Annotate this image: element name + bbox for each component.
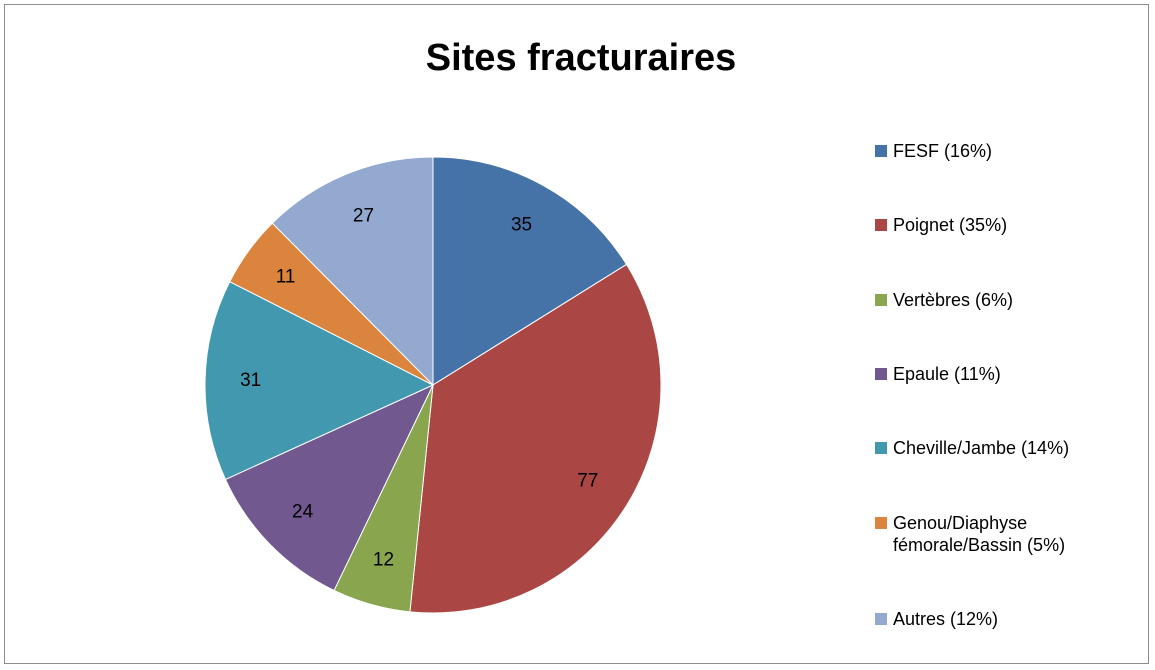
legend-label: Cheville/Jambe (14%) (893, 438, 1070, 459)
data-label: 24 (292, 502, 314, 523)
data-label: 77 (577, 470, 598, 491)
legend-item: Cheville/Jambe (14%) (875, 437, 1145, 459)
data-label: 35 (511, 215, 532, 236)
legend-label: Genou/Diaphyse fémorale/Bassin (5%) (893, 512, 1066, 555)
legend-swatch (875, 367, 887, 380)
legend-swatch (875, 219, 887, 232)
legend-swatch (875, 612, 887, 625)
pie-slice (432, 156, 628, 386)
data-label: 11 (276, 267, 296, 288)
data-label: 27 (353, 205, 374, 226)
legend-item: Genou/Diaphyse fémorale/Bassin (5%) (875, 512, 1145, 556)
legend-swatch (875, 442, 887, 455)
legend-label: Autres (12%) (893, 608, 999, 629)
data-label: 31 (240, 370, 261, 391)
legend-item: Epaule (11%) (875, 363, 1145, 385)
pie-slice (409, 263, 662, 614)
pie-slice (224, 383, 435, 592)
legend-item: Vertèbres (6%) (875, 289, 1145, 311)
legend-label: Epaule (11%) (893, 363, 1001, 384)
chart-title: Sites fracturaires (426, 37, 737, 79)
legend-swatch (875, 516, 887, 529)
legend-label: Poignet (35%) (893, 215, 1008, 236)
legend-swatch (875, 145, 887, 157)
legend-swatch (875, 293, 887, 306)
legend: FESF (16%) Poignet (35%) Vertèbres (6%) Epa… (875, 140, 1145, 630)
data-label: 12 (373, 550, 394, 571)
legend-item: Autres (12%) (875, 608, 1145, 630)
legend-item: FESF (16%) (875, 140, 1145, 162)
legend-item: Poignet (35%) (875, 214, 1145, 236)
legend-label: Vertèbres (6%) (893, 289, 1014, 310)
pie-slice (271, 156, 434, 387)
pie-slice (204, 280, 435, 481)
chart-frame (4, 4, 1149, 664)
legend-label: FESF (16%) (893, 141, 993, 161)
